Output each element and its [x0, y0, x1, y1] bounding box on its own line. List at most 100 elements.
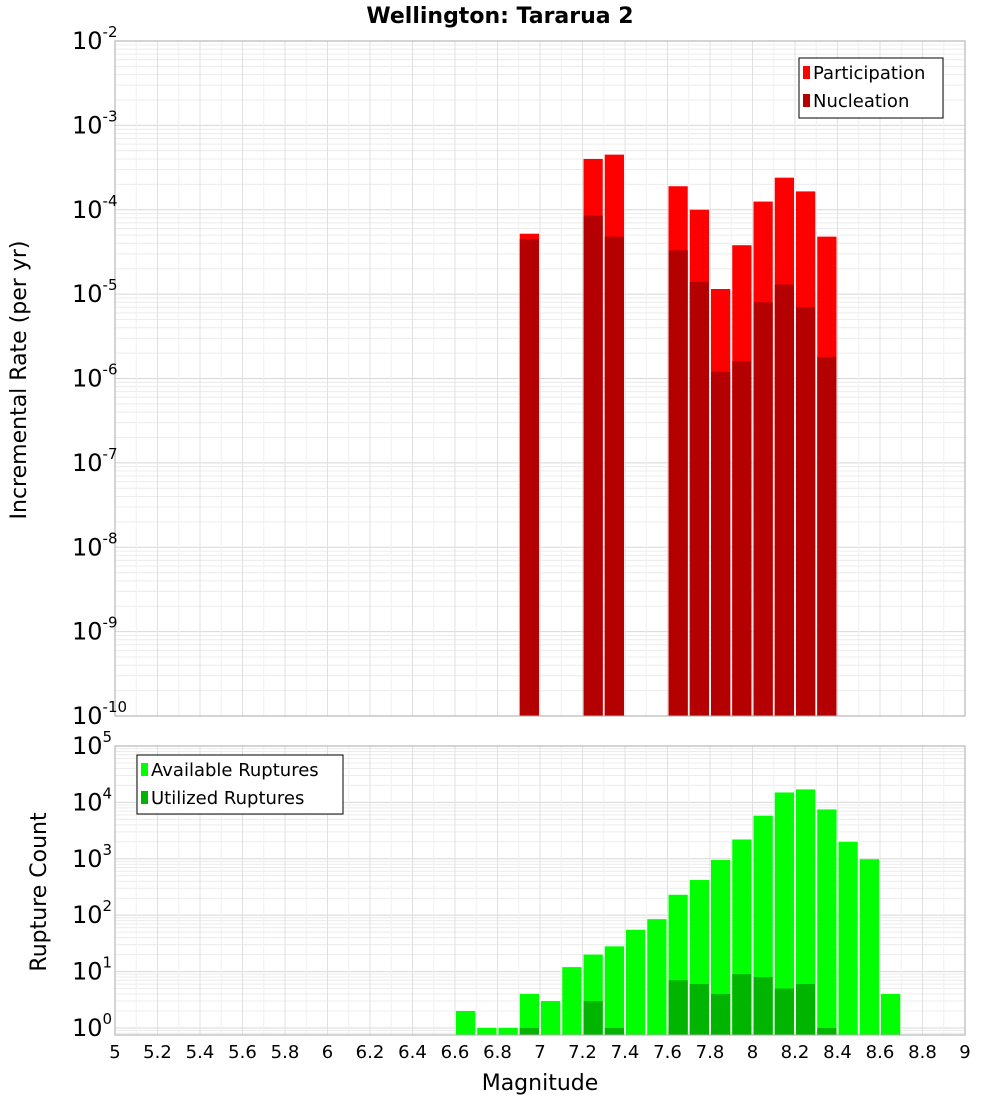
count-bar [519, 994, 539, 1035]
rate-legend-swatch [803, 66, 810, 79]
rate-y-tick-label: 10-6 [72, 361, 118, 393]
x-tick-label: 7.6 [653, 1042, 682, 1063]
count-bar [562, 967, 582, 1035]
rate-series-secondary [519, 215, 837, 717]
x-tick-label: 8.6 [866, 1042, 895, 1063]
rate-bar [732, 361, 752, 716]
x-tick-label: 6.8 [483, 1042, 512, 1063]
count-legend: Available Ruptures Utilized Ruptures [136, 754, 344, 815]
count-legend-box [136, 754, 344, 815]
rate-bar [583, 215, 603, 717]
count-bar [668, 980, 688, 1035]
count-bar [817, 1027, 837, 1035]
count-y-tick-label: 102 [72, 897, 112, 929]
rate-bar [817, 356, 837, 716]
top-y-axis-label: Incremental Rate (per yr) [7, 241, 32, 520]
rate-y-tick-label: 10-7 [72, 445, 118, 477]
rate-legend-box [798, 57, 944, 119]
count-bar [604, 1027, 624, 1035]
x-tick-label: 7 [534, 1042, 545, 1063]
rate-y-ticks: 10-10 10-9 10-8 10-7 10-6 10-5 10-4 10-3 10-2 [72, 23, 127, 730]
rupture-count-plot-panel: 100 101 102 103 104 105 Available Ruptures Util… [72, 728, 966, 1042]
x-tick-label: 5.4 [186, 1042, 215, 1063]
rate-bar [711, 371, 731, 716]
count-bar [519, 1027, 539, 1035]
rate-y-tick-label: 10-9 [72, 614, 118, 646]
x-tick-label: 6.4 [398, 1042, 427, 1063]
x-tick-label: 8.8 [908, 1042, 937, 1063]
rate-gridlines [114, 40, 966, 717]
rate-plot-panel: 10-10 10-9 10-8 10-7 10-6 10-5 10-4 10-3 10-2 Par… [72, 23, 966, 730]
count-bar [796, 789, 816, 1035]
rate-bar [689, 281, 709, 716]
count-y-tick-label: 104 [72, 784, 112, 816]
rate-y-tick-label: 10-10 [72, 698, 127, 730]
count-bar [626, 929, 646, 1035]
rate-bar [604, 236, 624, 716]
count-bar [838, 841, 858, 1035]
x-tick-label: 7.8 [696, 1042, 725, 1063]
rate-y-tick-label: 10-4 [72, 192, 118, 224]
count-bar [796, 984, 816, 1035]
count-bar [881, 994, 901, 1035]
rate-y-tick-label: 10-2 [72, 23, 118, 55]
count-legend-swatch [141, 763, 148, 776]
bottom-y-axis-label: Rupture Count [27, 812, 52, 972]
count-bar [498, 1027, 518, 1035]
rate-plot-frame [114, 40, 966, 717]
count-bar [711, 860, 731, 1035]
x-tick-label: 8.2 [781, 1042, 810, 1063]
x-tick-label: 8.4 [823, 1042, 852, 1063]
count-bar [732, 974, 752, 1035]
rate-y-tick-label: 10-5 [72, 276, 118, 308]
rate-legend-label: Nucleation [813, 91, 909, 112]
count-legend-label: Utilized Ruptures [151, 788, 304, 809]
x-tick-label: 7.4 [611, 1042, 640, 1063]
x-tick-label: 9 [959, 1042, 970, 1063]
rate-legend-swatch [803, 94, 810, 107]
count-y-tick-label: 103 [72, 841, 112, 873]
x-tick-label: 7.2 [568, 1042, 597, 1063]
count-bar [711, 994, 731, 1035]
count-y-tick-label: 101 [72, 954, 112, 986]
count-bar [774, 792, 794, 1035]
count-bar [604, 946, 624, 1035]
rate-bar [668, 250, 688, 717]
rate-legend-label: Participation [813, 63, 925, 84]
count-bar [859, 859, 879, 1035]
count-bar [583, 1001, 603, 1035]
count-series-secondary [519, 974, 837, 1035]
count-y-tick-label: 100 [72, 1010, 112, 1042]
count-bar [817, 809, 837, 1035]
rate-legend: Participation Nucleation [798, 57, 944, 119]
x-tick-label: 5.2 [143, 1042, 172, 1063]
count-legend-swatch [141, 791, 148, 804]
count-bar [541, 1001, 561, 1035]
count-bar [753, 977, 773, 1035]
count-bar [774, 988, 794, 1035]
chart-title: Wellington: Tararua 2 [366, 4, 633, 29]
x-axis-label: Magnitude [482, 1071, 599, 1096]
x-tick-label: 5 [109, 1042, 120, 1063]
count-legend-label: Available Ruptures [151, 760, 319, 781]
count-y-ticks: 100 101 102 103 104 105 [72, 728, 112, 1042]
x-tick-label: 6 [322, 1042, 333, 1063]
rate-bar [796, 307, 816, 716]
count-y-tick-label: 105 [72, 728, 112, 760]
count-bar [689, 984, 709, 1035]
x-tick-label: 6.6 [441, 1042, 470, 1063]
rate-y-tick-label: 10-3 [72, 107, 118, 139]
x-axis-ticks: 5 5.2 5.4 5.6 5.8 6 6.2 6.4 6.6 6.8 7 7.2 7.4 7.6 7.8 8… [109, 1042, 970, 1063]
rate-bar [774, 284, 794, 716]
x-tick-label: 8 [747, 1042, 758, 1063]
rate-y-tick-label: 10-8 [72, 529, 118, 561]
x-tick-label: 6.2 [356, 1042, 385, 1063]
count-bar [477, 1027, 497, 1035]
count-bar [647, 919, 667, 1035]
rate-bar [753, 302, 773, 716]
count-bar [456, 1010, 476, 1035]
x-tick-label: 5.6 [228, 1042, 257, 1063]
rate-bar [519, 239, 539, 716]
x-tick-label: 5.8 [271, 1042, 300, 1063]
